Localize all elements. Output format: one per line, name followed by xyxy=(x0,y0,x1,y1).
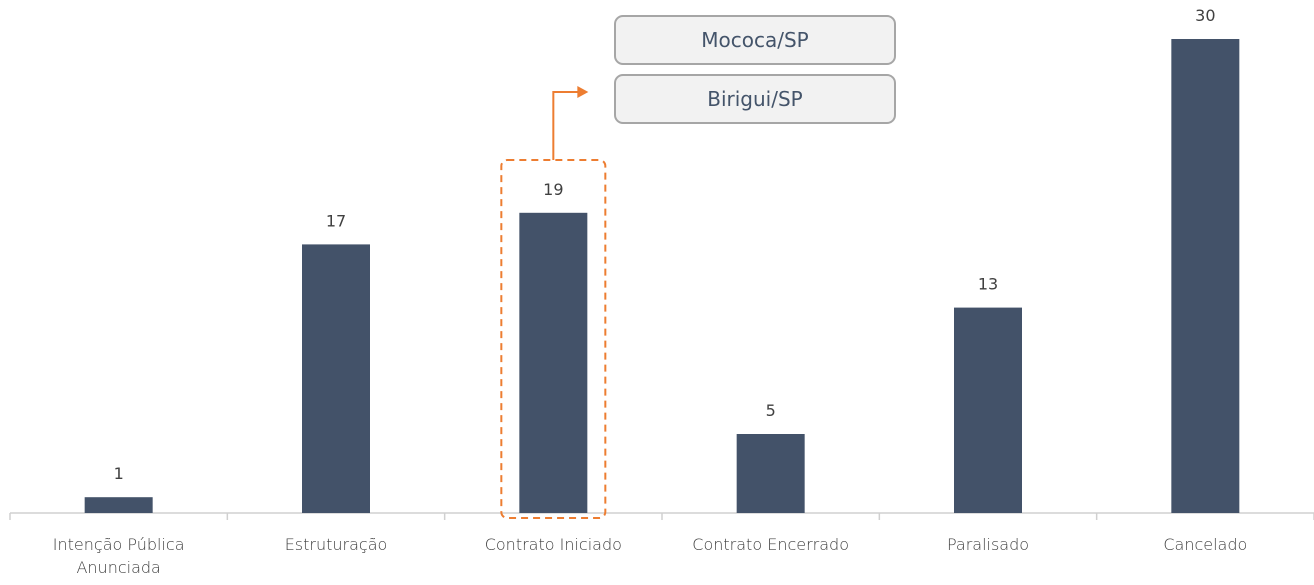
value-label: 30 xyxy=(1195,6,1215,25)
value-label: 13 xyxy=(978,275,998,294)
value-label: 1 xyxy=(114,464,124,483)
arrow-head xyxy=(577,86,589,98)
x-tick-label: Contrato Encerrado xyxy=(692,535,849,554)
bar xyxy=(519,212,588,514)
value-label: 5 xyxy=(766,401,776,420)
bar xyxy=(954,307,1022,513)
bar xyxy=(1171,39,1240,513)
value-label: 19 xyxy=(543,180,563,199)
x-tick-label: Cancelado xyxy=(1163,535,1248,554)
bar xyxy=(736,434,805,513)
annotation-box: Mococa/SP xyxy=(614,15,896,65)
callout-arrow xyxy=(552,91,579,160)
x-tick-label: Estruturação xyxy=(284,535,388,554)
x-tick-label: Intenção Pública Anunciada xyxy=(52,535,185,577)
bar xyxy=(84,497,153,513)
x-tick-label: Contrato Iniciado xyxy=(484,535,622,554)
value-label: 17 xyxy=(326,211,346,230)
x-tick-label: Paralisado xyxy=(946,535,1030,554)
bar xyxy=(302,244,370,513)
annotation-box: Birigui/SP xyxy=(614,74,896,124)
